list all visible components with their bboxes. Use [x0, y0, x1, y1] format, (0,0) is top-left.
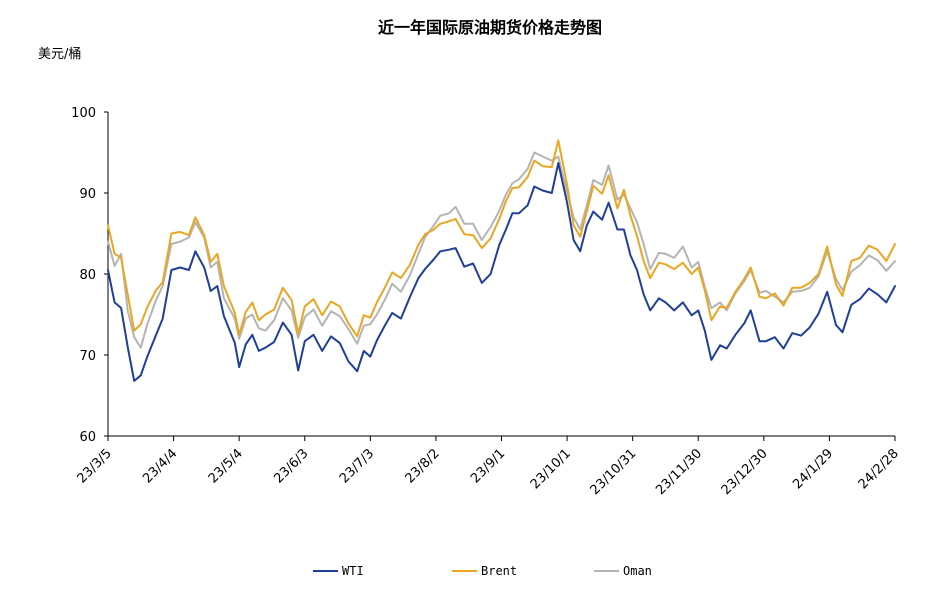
- x-tick-label: 23/8/2: [403, 446, 443, 486]
- series-line-wti: [107, 162, 896, 382]
- y-tick-label: 60: [79, 430, 96, 445]
- y-tick-label: 100: [71, 106, 96, 121]
- x-tick-label: 23/5/4: [206, 446, 246, 486]
- x-tick-label: 24/1/29: [790, 446, 836, 492]
- x-tick-label: 23/12/30: [719, 446, 771, 498]
- x-tick-label: 23/4/4: [140, 446, 180, 486]
- series-line-oman: [107, 151, 896, 349]
- x-tick-label: 23/10/1: [528, 446, 574, 492]
- y-tick-label: 90: [79, 187, 96, 202]
- chart-title: 近一年国际原油期货价格走势图: [378, 18, 602, 37]
- legend-label-wti: WTI: [342, 564, 364, 578]
- x-tick-label: 24/2/28: [856, 446, 902, 492]
- x-axis: 23/3/5 23/4/4 23/5/4 23/6/3 23/7/3 23/8/2 23/9…: [75, 435, 902, 498]
- legend: WTI Brent Oman: [313, 564, 652, 578]
- x-tick-label: 23/10/31: [588, 446, 640, 498]
- y-tick-label: 70: [79, 349, 96, 364]
- y-tick-label: 80: [79, 268, 96, 283]
- y-axis: 60 70 80 90 100: [71, 106, 109, 445]
- y-axis-unit-label: 美元/桶: [38, 47, 81, 62]
- x-tick-label: 23/7/3: [337, 446, 377, 486]
- x-tick-label: 23/6/3: [271, 446, 311, 486]
- plot-lines: [107, 139, 896, 382]
- legend-label-oman: Oman: [623, 564, 652, 578]
- x-tick-label: 23/11/30: [653, 446, 705, 498]
- legend-label-brent: Brent: [481, 564, 517, 578]
- x-tick-label: 23/9/1: [468, 446, 508, 486]
- series-line-brent: [107, 139, 896, 338]
- x-tick-label: 23/3/5: [75, 446, 115, 486]
